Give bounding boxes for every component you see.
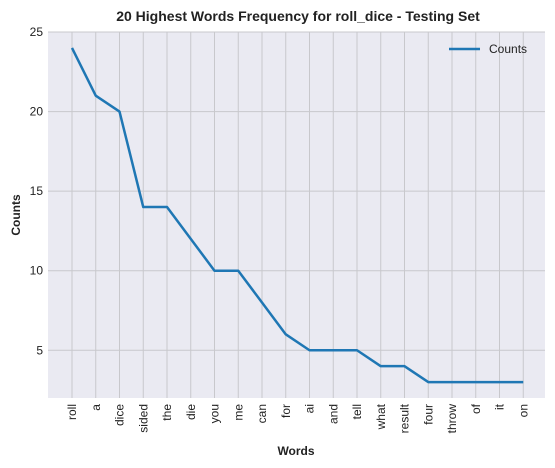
plot-area bbox=[48, 32, 545, 398]
chart-title: 20 Highest Words Frequency for roll_dice… bbox=[116, 8, 480, 24]
x-tick-label: result bbox=[398, 403, 412, 433]
x-tick-label: of bbox=[469, 403, 483, 414]
x-tick-label: ai bbox=[303, 404, 317, 413]
x-tick-labels: roll a dice sided the die you me can for ai and tell… bbox=[65, 403, 530, 433]
x-tick-label: tell bbox=[350, 404, 364, 419]
x-tick-label: for bbox=[279, 404, 293, 418]
x-tick-label: the bbox=[160, 404, 174, 421]
y-tick-labels: 5 10 15 20 25 bbox=[30, 25, 44, 357]
x-tick-label: roll bbox=[65, 404, 79, 420]
x-tick-label: can bbox=[255, 404, 269, 423]
x-tick-label: four bbox=[421, 404, 435, 425]
x-axis-label: Words bbox=[277, 444, 314, 458]
x-tick-label: sided bbox=[136, 404, 150, 433]
x-tick-label: a bbox=[89, 404, 103, 411]
x-tick-label: it bbox=[493, 403, 507, 410]
x-tick-label: me bbox=[231, 404, 245, 421]
y-tick-label: 25 bbox=[30, 25, 44, 39]
x-tick-label: you bbox=[208, 404, 222, 423]
x-tick-label: on bbox=[516, 404, 530, 417]
x-tick-label: what bbox=[374, 403, 388, 430]
y-axis-label: Counts bbox=[9, 194, 23, 236]
series-line-counts bbox=[70, 47, 524, 384]
x-tick-label: and bbox=[326, 404, 340, 424]
x-tick-label: throw bbox=[445, 404, 459, 434]
legend: Counts bbox=[449, 42, 527, 56]
x-tick-label: dice bbox=[113, 404, 127, 426]
series-layer bbox=[70, 47, 524, 384]
y-tick-label: 15 bbox=[30, 184, 44, 198]
x-tick-label: die bbox=[184, 404, 198, 420]
y-tick-label: 5 bbox=[36, 343, 43, 357]
y-tick-label: 10 bbox=[30, 264, 44, 278]
legend-label-counts: Counts bbox=[489, 42, 527, 56]
grid-lines bbox=[48, 31, 545, 398]
y-tick-label: 20 bbox=[30, 105, 44, 119]
